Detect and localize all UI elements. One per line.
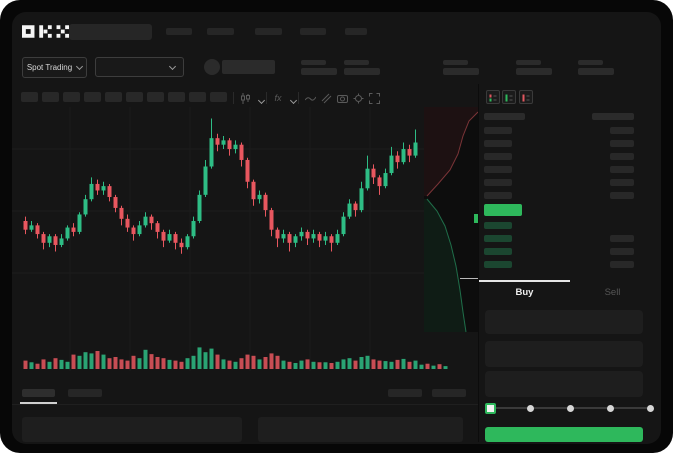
timeframe-button-skeleton[interactable] — [105, 92, 122, 102]
toolbar-divider — [298, 92, 299, 104]
token-avatar-skeleton — [204, 59, 220, 75]
orderbook-combined-icon[interactable] — [486, 90, 500, 104]
bid-row-skeleton[interactable] — [610, 261, 634, 268]
orders-action-skeleton[interactable] — [388, 389, 422, 397]
timeframe-button-skeleton[interactable] — [210, 92, 227, 102]
orderbook-header-skeleton — [592, 113, 634, 120]
timeframe-button-skeleton[interactable] — [126, 92, 143, 102]
candlestick-chart[interactable] — [12, 106, 478, 372]
total-input-skeleton[interactable] — [485, 371, 643, 397]
fullscreen-icon[interactable] — [367, 91, 381, 105]
timeframe-button-skeleton[interactable] — [21, 92, 38, 102]
nav-item-skeleton[interactable] — [345, 28, 367, 35]
ask-row-skeleton[interactable] — [484, 140, 512, 147]
stat-value-skeleton — [344, 68, 380, 75]
drawing-brush-icon[interactable] — [319, 91, 333, 105]
stat-value-skeleton — [443, 68, 479, 75]
bid-row-skeleton[interactable] — [610, 248, 634, 255]
spot-trading-selector[interactable]: Spot Trading — [22, 57, 87, 78]
chevron-down-icon — [76, 62, 84, 71]
slider-stop-dot[interactable] — [526, 405, 534, 412]
camera-icon[interactable] — [335, 91, 349, 105]
ask-row-skeleton[interactable] — [484, 166, 512, 173]
candle-type-icon[interactable] — [238, 91, 252, 105]
bid-row-skeleton[interactable] — [484, 222, 512, 229]
slider-handle[interactable] — [485, 403, 496, 414]
stat-label-skeleton — [578, 60, 603, 65]
stat-label-skeleton — [516, 60, 541, 65]
ask-row-skeleton[interactable] — [484, 192, 512, 199]
ask-row-skeleton[interactable] — [610, 140, 634, 147]
pair-selector-dropdown[interactable] — [95, 57, 184, 77]
active-tab-underline — [20, 402, 57, 404]
slider-stop-dot[interactable] — [566, 405, 574, 412]
orderbook-header-skeleton — [484, 113, 525, 120]
stat-label-skeleton — [344, 60, 369, 65]
tab-sell[interactable]: Sell — [570, 284, 655, 300]
price-input-skeleton[interactable] — [485, 310, 643, 334]
orderbook-bids-icon[interactable] — [502, 90, 516, 104]
orders-panel-skeleton — [258, 417, 463, 442]
bid-row-skeleton[interactable] — [484, 248, 512, 255]
toolbar-divider — [233, 92, 234, 104]
ask-row-skeleton[interactable] — [610, 127, 634, 134]
compare-line-icon[interactable] — [303, 91, 317, 105]
timeframe-button-skeleton[interactable] — [168, 92, 185, 102]
nav-item-skeleton[interactable] — [166, 28, 192, 35]
ask-row-skeleton[interactable] — [484, 179, 512, 186]
buy-tab-indicator — [479, 280, 570, 282]
stat-value-skeleton — [516, 68, 552, 75]
bid-row-skeleton[interactable] — [484, 235, 512, 242]
chevron-down-icon — [168, 62, 177, 70]
stat-label-skeleton — [301, 60, 326, 65]
toolbar-divider — [266, 92, 267, 104]
buy-submit-button[interactable] — [485, 427, 643, 442]
timeframe-button-skeleton[interactable] — [189, 92, 206, 102]
nav-item-skeleton[interactable] — [207, 28, 234, 35]
okx-logo-icon — [22, 25, 69, 38]
buy-tab-label: Buy — [515, 286, 534, 298]
nav-item-skeleton[interactable] — [255, 28, 282, 35]
last-price-bar[interactable] — [484, 204, 522, 216]
bid-row-skeleton[interactable] — [484, 261, 512, 268]
timeframe-button-skeleton[interactable] — [147, 92, 164, 102]
nav-item-skeleton[interactable] — [300, 28, 326, 35]
indicators-fx-icon[interactable]: fx — [274, 93, 282, 103]
tabs-divider — [12, 404, 478, 405]
ask-row-skeleton[interactable] — [484, 153, 512, 160]
stat-value-skeleton — [301, 68, 337, 75]
orders-tab-skeleton-active[interactable] — [22, 389, 55, 397]
sell-tab-label: Sell — [604, 286, 621, 298]
orders-action-skeleton[interactable] — [432, 389, 466, 397]
ask-row-skeleton[interactable] — [610, 192, 634, 199]
timeframe-button-skeleton[interactable] — [63, 92, 80, 102]
depth-overlay — [424, 107, 478, 332]
orderbook-asks-icon[interactable] — [519, 90, 533, 104]
panel-divider — [478, 84, 479, 442]
slider-stop-dot[interactable] — [646, 405, 654, 412]
ask-row-skeleton[interactable] — [484, 127, 512, 134]
settings-gear-icon[interactable] — [351, 91, 365, 105]
stat-label-skeleton — [443, 60, 468, 65]
amount-input-skeleton[interactable] — [485, 341, 643, 367]
timeframe-button-skeleton[interactable] — [84, 92, 101, 102]
orders-panel-skeleton — [22, 417, 242, 442]
ask-row-skeleton[interactable] — [610, 166, 634, 173]
orders-tab-skeleton[interactable] — [68, 389, 102, 397]
spot-trading-label: Spot Trading — [26, 63, 73, 72]
ask-row-skeleton[interactable] — [610, 179, 634, 186]
stat-value-skeleton — [578, 68, 614, 75]
ask-row-skeleton[interactable] — [610, 153, 634, 160]
search-bar-skeleton[interactable] — [69, 24, 152, 40]
pair-name-skeleton — [222, 60, 275, 74]
slider-stop-dot[interactable] — [606, 405, 614, 412]
timeframe-button-skeleton[interactable] — [42, 92, 59, 102]
tab-buy[interactable]: Buy — [479, 284, 570, 300]
bid-row-skeleton[interactable] — [610, 235, 634, 242]
